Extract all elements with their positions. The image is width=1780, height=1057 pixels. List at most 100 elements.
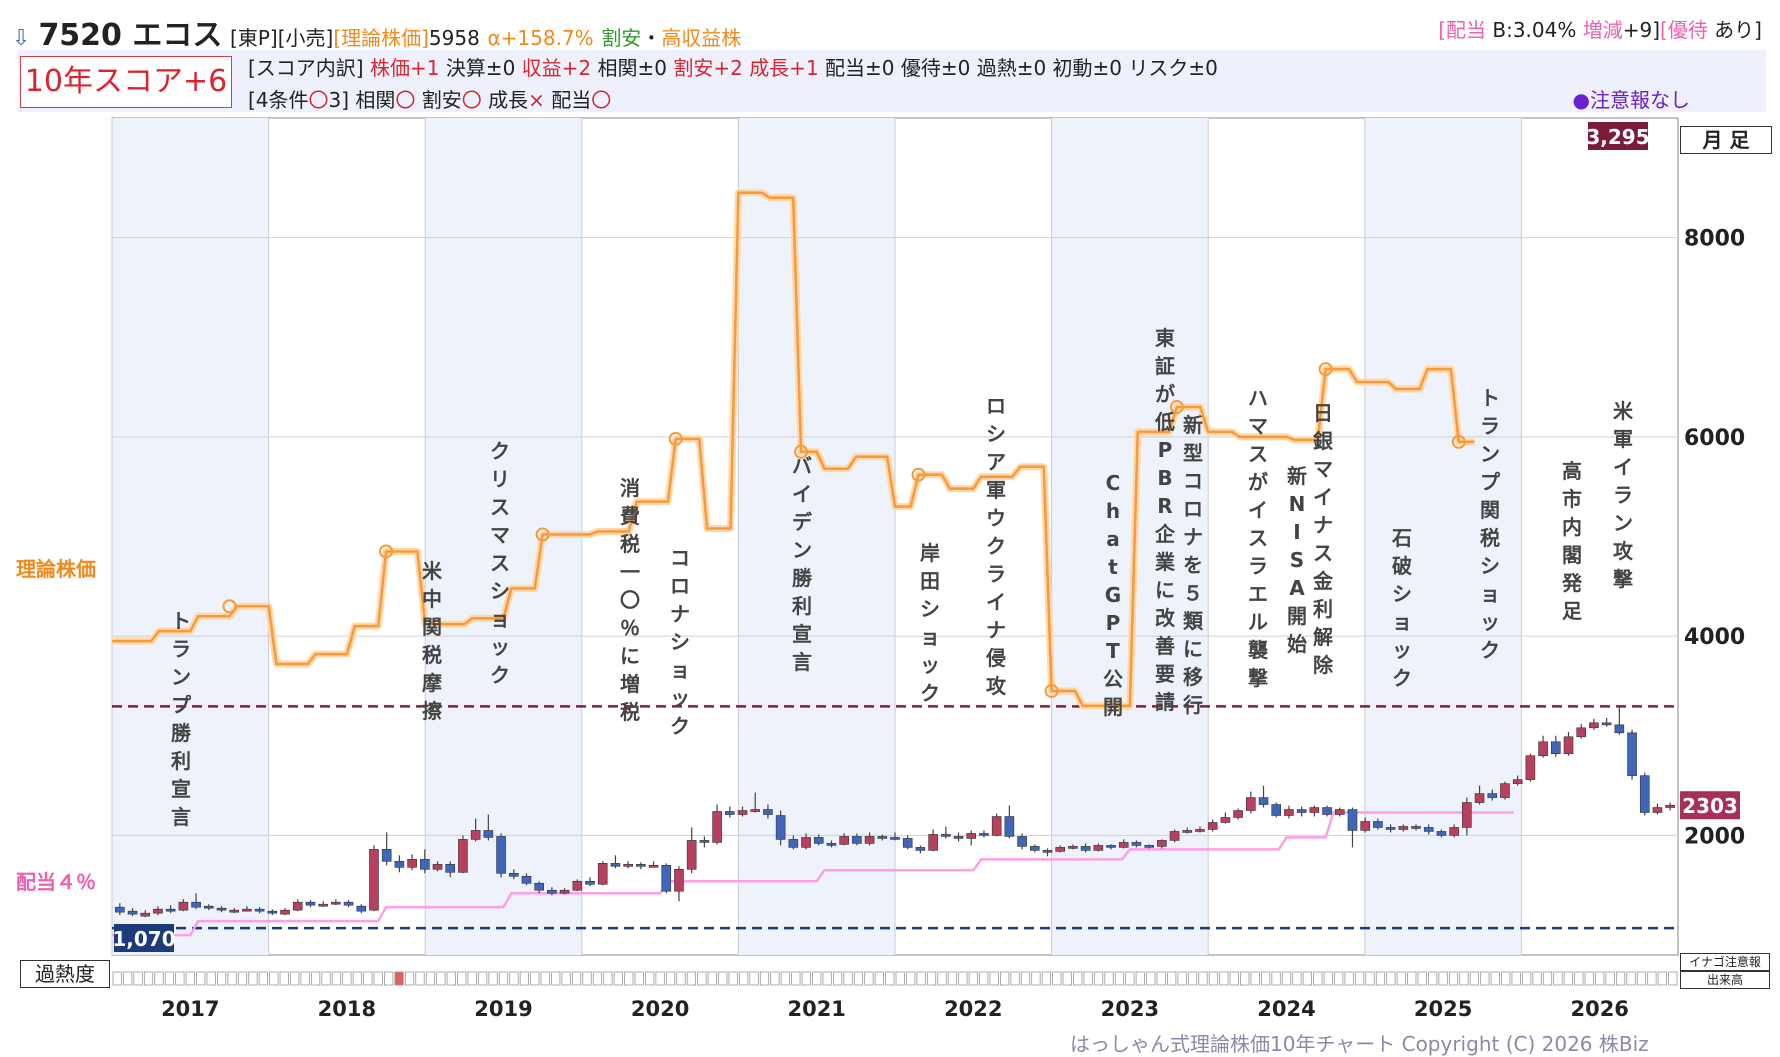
overheat-cell-120 (1365, 971, 1375, 986)
overheat-cell-112 (1281, 971, 1292, 986)
event-17-char-6: 撃 (1613, 567, 1633, 591)
candle-body-18 (343, 901, 354, 906)
overheat-cell-69 (832, 971, 843, 986)
overheat-cell-40 (530, 971, 540, 986)
candle-body-9 (229, 909, 239, 913)
overheat-cell-131 (1480, 971, 1490, 986)
candle-120 (1639, 772, 1650, 816)
overheat-cell-125 (1417, 971, 1427, 986)
event-11-char-5: ス (1248, 526, 1268, 550)
event-16-char-2: 内 (1562, 515, 1582, 539)
dividend-label: [配当 (1438, 18, 1486, 42)
event-8-char-4: G (1105, 583, 1121, 607)
overheat-cell-26 (384, 971, 394, 986)
candle-body-15 (305, 901, 316, 906)
event-10-char-1: 型 (1183, 441, 1203, 465)
candle-body-22 (394, 861, 405, 868)
y-tick-6000: 6000 (1684, 426, 1745, 451)
overheat-cell-113 (1292, 971, 1302, 986)
candle-117 (1601, 717, 1612, 727)
event-16-char-5: 足 (1562, 599, 1583, 623)
event-12-char-4: A (1289, 576, 1305, 600)
event-8-char-7: 公 (1103, 667, 1123, 691)
score-item-7: 配当±0 優待±0 過熱±0 初動±0 リスク±0 (825, 56, 1218, 80)
event-7-char-3: 軍 (986, 478, 1006, 502)
candle-94 (1309, 805, 1320, 817)
overheat-cell-115 (1313, 971, 1323, 986)
event-0-char-6: 宣 (171, 777, 191, 801)
candle-body-24 (420, 859, 430, 870)
event-5-char-1: イ (792, 482, 812, 506)
dividend-value: B:3.04% (1486, 18, 1577, 42)
candle-body-114 (1563, 736, 1574, 755)
candle-body-99 (1373, 821, 1383, 828)
overheat-cell-22 (342, 971, 352, 986)
event-11-char-0: ハ (1248, 386, 1268, 410)
overheat-cell-76 (906, 971, 916, 986)
candle-body-117 (1601, 722, 1612, 726)
overheat-cell-66 (801, 971, 811, 986)
candle-body-41 (636, 864, 646, 867)
candle-body-3 (153, 908, 163, 914)
candle-body-40 (623, 864, 633, 867)
candle-44 (674, 866, 684, 902)
event-7-char-4: ウ (986, 506, 1006, 530)
candle-body-101 (1398, 826, 1409, 830)
high-price-badge-text: 3,295 (1586, 125, 1649, 149)
notice-status: ●注意報なし (1572, 88, 1690, 112)
candle-body-25 (432, 864, 443, 870)
candle-74 (1055, 845, 1066, 853)
event-3-char-6: に (620, 644, 640, 668)
event-3-char-2: 税 (620, 532, 640, 556)
candle-body-89 (1246, 797, 1256, 811)
event-16-char-1: 市 (1562, 487, 1582, 511)
candle-body-27 (458, 839, 468, 873)
event-0-char-5: 利 (171, 749, 191, 773)
candle-body-97 (1347, 809, 1358, 831)
candle-body-14 (292, 901, 303, 911)
candle-body-39 (610, 863, 621, 867)
overheat-cell-55 (686, 971, 697, 986)
overheat-cell-2 (133, 971, 143, 986)
event-15-char-9: ク (1480, 638, 1500, 662)
event-12-char-6: 始 (1287, 632, 1307, 656)
event-4-char-1: ロ (670, 574, 690, 598)
event-7-char-0: ロ (986, 394, 1006, 418)
candle-70 (1004, 805, 1015, 839)
overheat-cell-34 (467, 971, 477, 986)
event-4-char-2: ナ (670, 602, 690, 626)
candle-112 (1538, 735, 1548, 758)
candle-2 (140, 910, 151, 918)
candle-body-50 (750, 809, 761, 812)
candle-body-35 (559, 889, 570, 894)
event-2-char-6: ョ (490, 607, 510, 631)
monthly-button[interactable]: 月 足 (1680, 126, 1772, 154)
theory-point-0 (222, 599, 237, 614)
event-8-char-8: 開 (1103, 695, 1123, 719)
candle-body-45 (686, 840, 697, 870)
overheat-cell-56 (697, 971, 707, 986)
overheat-cell-10 (216, 971, 227, 986)
event-3-char-5: ％ (620, 616, 640, 640)
overheat-cell-99 (1146, 971, 1156, 986)
overheat-cell-73 (874, 971, 884, 986)
event-13-char-3: イ (1313, 485, 1333, 509)
year-band-2021 (738, 118, 895, 955)
candle-body-91 (1271, 804, 1282, 816)
overheat-cell-29 (415, 971, 425, 986)
event-14-char-0: 石 (1391, 526, 1412, 550)
overheat-cell-77 (916, 971, 926, 986)
overheat-cell-95 (1104, 971, 1114, 986)
x-tick-2024: 2024 (1257, 997, 1315, 1021)
event-8-char-0: C (1106, 471, 1121, 495)
overheat-cell-117 (1334, 971, 1344, 986)
four-conditions: [4条件〇3] 相関〇 割安〇 成長× 配当〇 (248, 84, 611, 113)
overheat-cell-42 (551, 971, 561, 986)
overheat-cell-80 (947, 971, 958, 986)
overheat-cell-91 (1062, 971, 1072, 986)
candle-52 (775, 810, 786, 846)
